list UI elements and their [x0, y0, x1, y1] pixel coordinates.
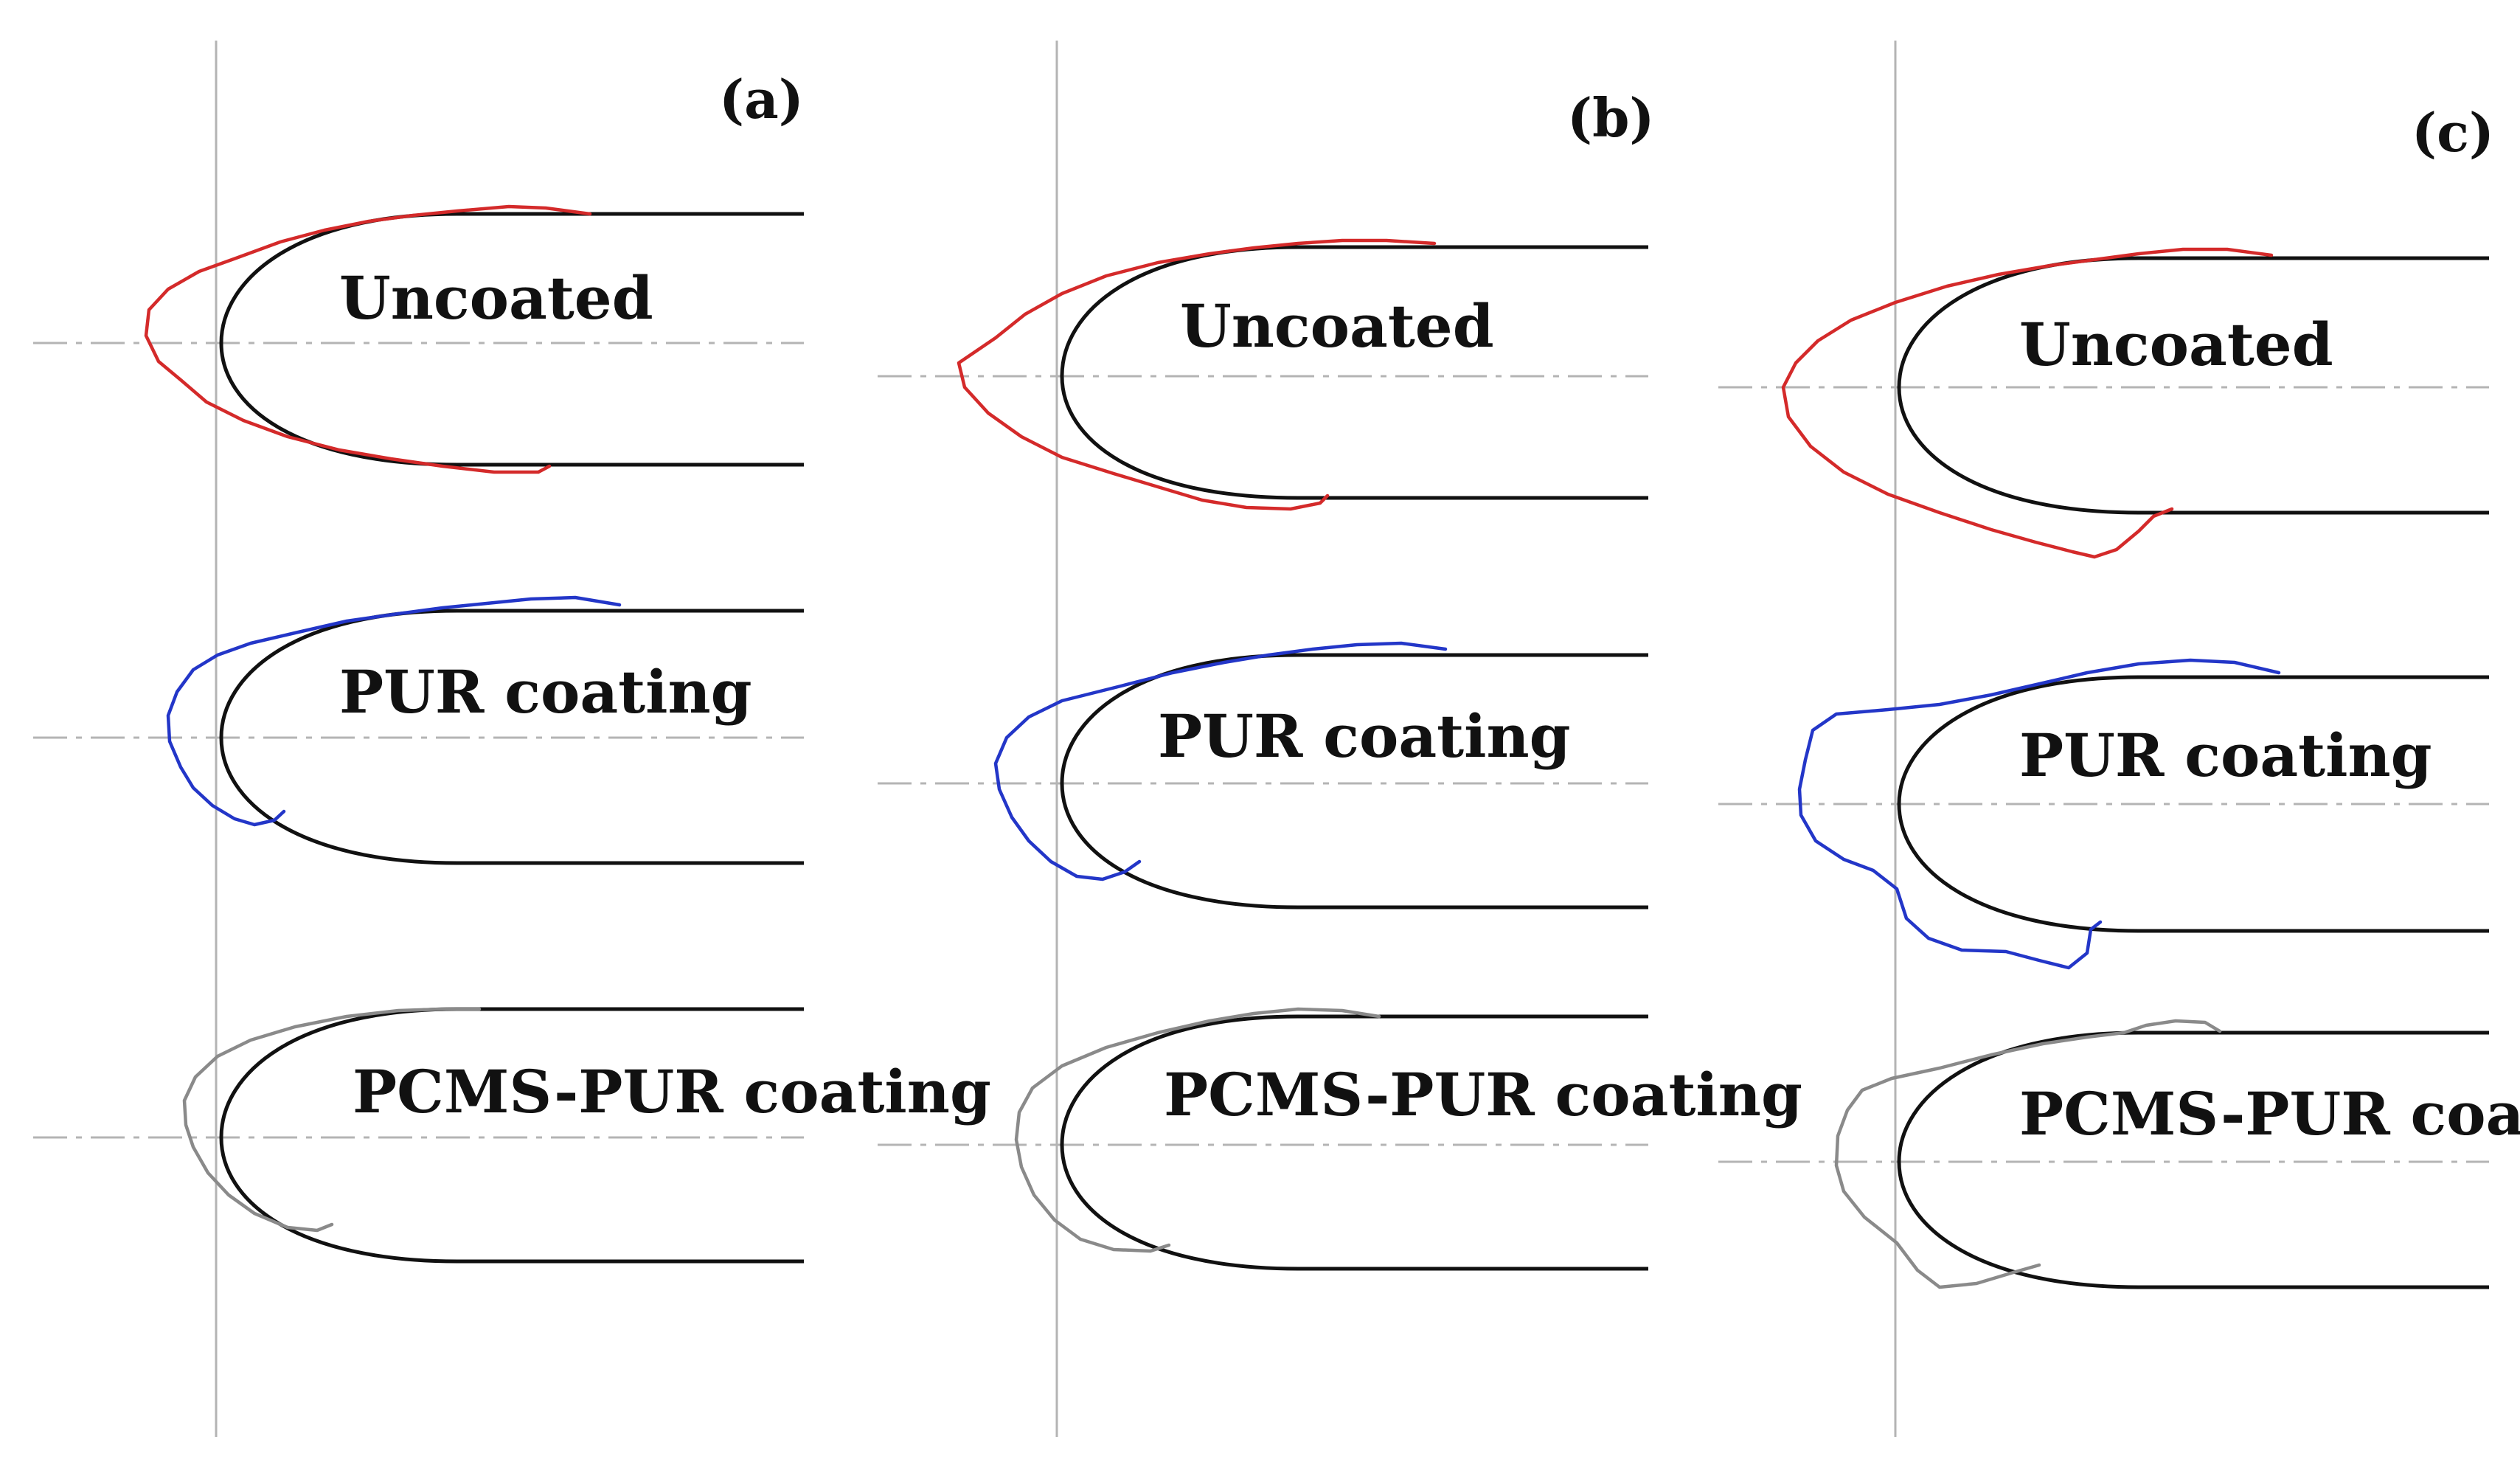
ice-accretion-shape — [1781, 247, 2274, 559]
ice-accretion-shape — [993, 641, 1448, 881]
panel-a-row-pur: PUR coating — [33, 595, 804, 865]
panel-a-tag: (a) — [719, 68, 804, 131]
airfoil-contour — [1060, 653, 1648, 910]
panel-c-pur-label: PUR coating — [2019, 721, 2432, 790]
airfoil-contour — [219, 1007, 804, 1264]
airfoil-contour — [219, 212, 804, 467]
ice-accretion-shape — [1014, 1007, 1381, 1253]
panel-c-row-uncoated: Uncoated — [1718, 247, 2489, 559]
panel-b-row-uncoated: Uncoated — [878, 238, 1648, 511]
airfoil-contour — [1897, 1030, 2489, 1289]
panel-a-uncoated-label: Uncoated — [339, 263, 653, 333]
ice-accretion-shape — [1834, 1019, 2222, 1289]
panel-a: (a) Uncoated PUR coating PCMS-PUR coatin… — [33, 41, 991, 1437]
panel-b: (b) Uncoated PUR coating PCMS-PUR coatin… — [878, 41, 1802, 1437]
panel-b-pur-label: PUR coating — [1158, 701, 1571, 771]
airfoil-contour — [1897, 256, 2489, 515]
airfoil-contour — [1060, 1014, 1648, 1271]
ice-accretion-shape — [166, 595, 622, 827]
airfoil-contour — [219, 609, 804, 865]
panel-c-row-pcms: PCMS-PUR coating — [1718, 1019, 2520, 1289]
panel-b-row-pcms: PCMS-PUR coating — [878, 1007, 1802, 1271]
airfoil-contour — [1897, 675, 2489, 933]
panel-b-pcms-label: PCMS-PUR coating — [1164, 1060, 1802, 1129]
panel-b-tag: (b) — [1567, 86, 1654, 149]
ice-accretion-shape — [957, 238, 1437, 511]
panel-c-tag: (c) — [2412, 101, 2494, 164]
panel-b-uncoated-label: Uncoated — [1180, 291, 1494, 361]
ice-accretion-shape — [182, 1007, 482, 1233]
panel-c: (c) Uncoated PUR coating PCMS-PUR coatin… — [1718, 41, 2520, 1437]
ice-accretion-shape — [1797, 658, 2281, 970]
panel-c-row-pur: PUR coating — [1718, 658, 2489, 970]
panel-a-row-uncoated: Uncoated — [33, 204, 804, 474]
panel-a-row-pcms: PCMS-PUR coating — [33, 1007, 991, 1264]
ice-accretion-shape — [144, 204, 592, 474]
panel-c-uncoated-label: Uncoated — [2019, 310, 2333, 379]
panel-b-row-pur: PUR coating — [878, 641, 1648, 910]
panel-a-pcms-label: PCMS-PUR coating — [353, 1057, 991, 1126]
panel-c-pcms-label: PCMS-PUR coating — [2019, 1079, 2520, 1149]
panel-a-pur-label: PUR coating — [339, 657, 752, 727]
airfoil-contour — [1060, 245, 1648, 500]
